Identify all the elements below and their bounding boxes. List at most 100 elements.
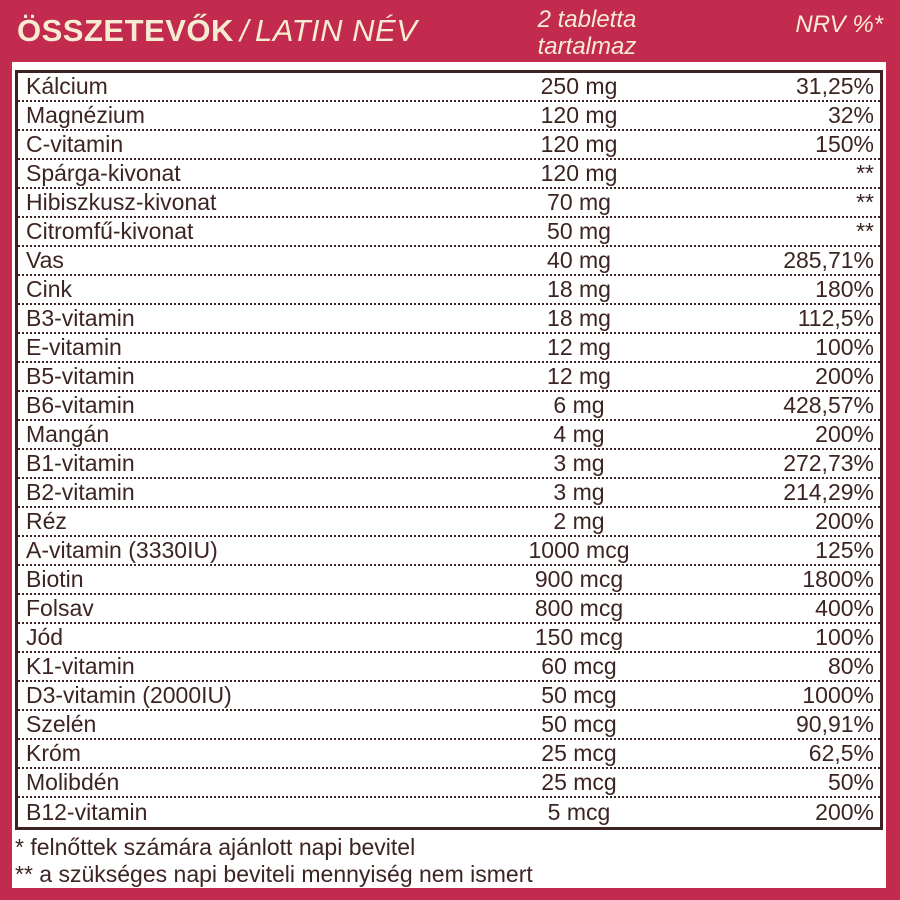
ingredient-nrv: **: [856, 218, 874, 244]
ingredient-name: B12-vitamin: [26, 799, 148, 825]
table-row: Szelén 50 mcg 90,91%: [18, 711, 880, 740]
ingredient-amount: 18 mg: [547, 305, 611, 331]
table-row: D3-vitamin (2000IU) 50 mcg 1000%: [18, 682, 880, 711]
table-row: B2-vitamin 3 mg 214,29%: [18, 479, 880, 508]
per-serving-line2: tartalmaz: [537, 33, 637, 60]
ingredient-name: B6-vitamin: [26, 392, 135, 418]
ingredient-nrv: **: [856, 189, 874, 215]
ingredient-name: Citromfű-kivonat: [26, 218, 194, 244]
ingredient-amount: 3 mg: [553, 479, 605, 505]
ingredient-amount: 800 mcg: [534, 595, 624, 621]
table-row: A-vitamin (3330IU) 1000 mcg 125%: [18, 537, 880, 566]
heading-latin-name-text: LATIN NÉV: [255, 13, 418, 48]
ingredient-amount: 12 mg: [547, 334, 611, 360]
ingredient-name: A-vitamin (3330IU): [26, 537, 218, 563]
table-row: Cink 18 mg 180%: [18, 276, 880, 305]
ingredient-amount: 6 mg: [553, 392, 605, 418]
ingredient-name: Szelén: [26, 711, 97, 737]
ingredient-name: Folsav: [26, 595, 94, 621]
table-row: Folsav 800 mcg 400%: [18, 595, 880, 624]
per-serving-line1: 2 tabletta: [537, 6, 637, 33]
table-row: E-vitamin 12 mg 100%: [18, 334, 880, 363]
table-row: Molibdén 25 mcg 50%: [18, 769, 880, 798]
table-row: Kálcium 250 mg 31,25%: [18, 73, 880, 102]
ingredient-amount: 50 mcg: [541, 711, 617, 737]
per-serving-heading: 2 tabletta tartalmaz: [458, 6, 716, 60]
table-row: B5-vitamin 12 mg 200%: [18, 363, 880, 392]
ingredient-amount: 60 mcg: [541, 653, 617, 679]
ingredient-amount: 120 mg: [540, 160, 618, 186]
table-row: Biotin 900 mcg 1800%: [18, 566, 880, 595]
table-row: B6-vitamin 6 mg 428,57%: [18, 392, 880, 421]
ingredient-name: Cink: [26, 276, 73, 302]
heading-ingredients-text: ÖSSZETEVŐK: [17, 13, 234, 48]
ingredient-name: Biotin: [26, 566, 84, 592]
ingredient-nrv: 100%: [815, 624, 874, 650]
table-row: Spárga-kivonat 120 mg **: [18, 160, 880, 189]
ingredient-nrv: 31,25%: [795, 73, 874, 99]
ingredient-nrv: 200%: [815, 508, 874, 534]
label-body: Kálcium 250 mg 31,25% Magnézium 120 mg 32% C-v…: [12, 62, 886, 888]
table-row: K1-vitamin 60 mcg 80%: [18, 653, 880, 682]
table-row: B1-vitamin 3 mg 272,73%: [18, 450, 880, 479]
ingredient-nrv: 32%: [827, 102, 874, 128]
table-row: B3-vitamin 18 mg 112,5%: [18, 305, 880, 334]
table-row: C-vitamin 120 mg 150%: [18, 131, 880, 160]
ingredient-amount: 50 mg: [547, 218, 611, 244]
ingredient-name: Hibiszkusz-kivonat: [26, 189, 217, 215]
ingredient-nrv: 200%: [815, 363, 874, 389]
ingredient-name: D3-vitamin (2000IU): [26, 682, 232, 708]
ingredient-name: Mangán: [26, 421, 110, 447]
ingredient-nrv: 272,73%: [783, 450, 874, 476]
ingredient-name: B3-vitamin: [26, 305, 135, 331]
ingredient-amount: 120 mg: [540, 102, 618, 128]
heading-separator: /: [239, 13, 249, 48]
ingredient-name: B5-vitamin: [26, 363, 135, 389]
ingredient-name: K1-vitamin: [26, 653, 135, 679]
ingredient-nrv: 1000%: [802, 682, 874, 708]
ingredient-amount: 18 mg: [547, 276, 611, 302]
ingredient-nrv: 200%: [815, 421, 874, 447]
ingredient-nrv: 50%: [827, 769, 874, 795]
ingredient-amount: 3 mg: [553, 450, 605, 476]
ingredient-amount: 4 mg: [553, 421, 605, 447]
ingredient-name: E-vitamin: [26, 334, 122, 360]
ingredient-amount: 2 mg: [553, 508, 605, 534]
ingredient-nrv: 180%: [815, 276, 874, 302]
table-row: Citromfű-kivonat 50 mg **: [18, 218, 880, 247]
ingredient-nrv: 112,5%: [797, 305, 874, 331]
footnotes: * felnőttek számára ajánlott napi bevite…: [15, 834, 886, 888]
table-row: Réz 2 mg 200%: [18, 508, 880, 537]
ingredient-amount: 150 mcg: [534, 624, 624, 650]
ingredient-nrv: 90,91%: [795, 711, 874, 737]
ingredient-name: Molibdén: [26, 769, 120, 795]
ingredient-nrv: 400%: [815, 595, 874, 621]
ingredients-heading: ÖSSZETEVŐK / LATIN NÉV: [17, 13, 417, 49]
ingredient-amount: 900 mcg: [534, 566, 624, 592]
ingredient-nrv: 80%: [827, 653, 874, 679]
ingredient-amount: 25 mcg: [541, 740, 617, 766]
ingredient-name: Spárga-kivonat: [26, 160, 181, 186]
ingredient-nrv: **: [856, 160, 874, 186]
ingredient-amount: 25 mcg: [541, 769, 617, 795]
ingredient-name: B1-vitamin: [26, 450, 135, 476]
footnote-single-asterisk: * felnőttek számára ajánlott napi bevite…: [15, 834, 416, 860]
ingredient-nrv: 100%: [815, 334, 874, 360]
table-header-band: ÖSSZETEVŐK / LATIN NÉV 2 tabletta tartalma…: [0, 0, 900, 62]
ingredient-amount: 70 mg: [547, 189, 611, 215]
ingredient-amount: 1000 mcg: [528, 537, 630, 563]
table-row: Hibiszkusz-kivonat 70 mg **: [18, 189, 880, 218]
footnote-double-asterisk: ** a szükséges napi beviteli mennyiség n…: [15, 861, 533, 887]
table-row: Magnézium 120 mg 32%: [18, 102, 880, 131]
ingredients-table: Kálcium 250 mg 31,25% Magnézium 120 mg 32% C-v…: [15, 70, 883, 830]
ingredient-name: Króm: [26, 740, 81, 766]
ingredient-name: Jód: [26, 624, 64, 650]
ingredient-amount: 40 mg: [547, 247, 611, 273]
ingredient-amount: 5 mcg: [547, 799, 611, 825]
ingredient-amount: 12 mg: [547, 363, 611, 389]
ingredient-amount: 50 mcg: [541, 682, 617, 708]
table-row: B12-vitamin 5 mcg 200%: [18, 798, 880, 827]
ingredient-name: Réz: [26, 508, 67, 534]
ingredient-amount: 250 mg: [540, 73, 618, 99]
